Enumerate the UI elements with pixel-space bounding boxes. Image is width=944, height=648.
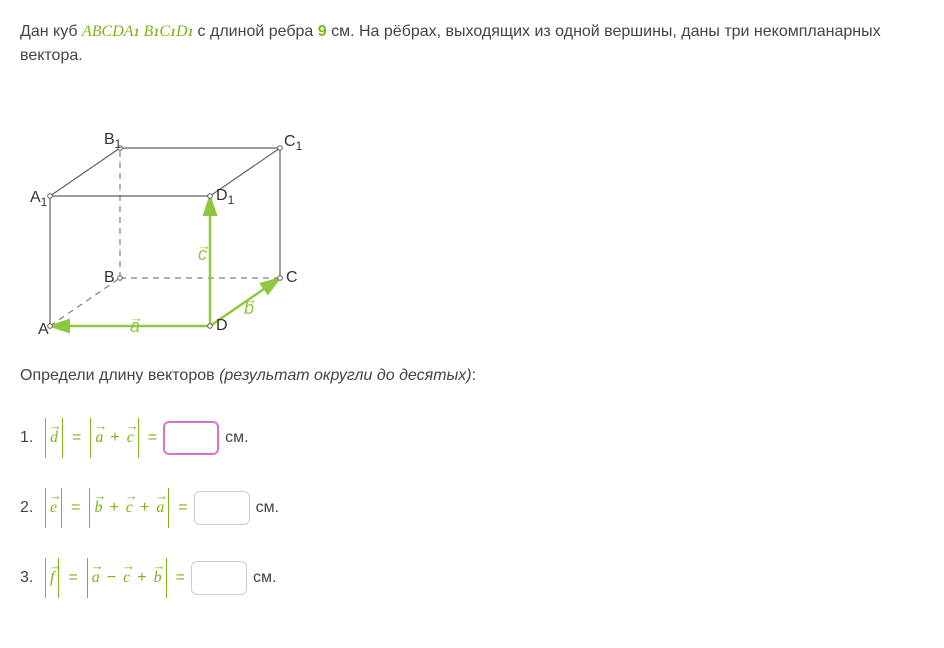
answer-input-1[interactable] [163, 421, 219, 455]
vector-b: →b [153, 566, 163, 590]
vector-c: →c [125, 496, 134, 520]
svg-text:B: B [104, 269, 115, 286]
prompt-hint: (результат округли до десятых) [219, 367, 472, 384]
vector-d: →d [49, 426, 59, 450]
svg-text:b: b [244, 298, 254, 318]
equals-sign: = [72, 426, 81, 450]
equals-sign: = [68, 566, 77, 590]
equation-row-2: 2.→e=→b+→c+→a=см. [20, 488, 924, 528]
prompt-colon: : [472, 367, 476, 384]
unit-label: см. [253, 566, 276, 590]
svg-text:C1: C1 [284, 133, 303, 153]
svg-text:c: c [198, 244, 207, 264]
vector-f: →f [49, 566, 55, 590]
operator: + [137, 566, 146, 590]
item-number: 1. [20, 426, 42, 450]
cube-name: ABCDA1 B1C1D1 [82, 23, 198, 40]
item-number: 3. [20, 566, 42, 590]
cube-diagram: ABCDA1B1C1D1→a→b→c [20, 78, 924, 346]
svg-text:a: a [130, 316, 140, 336]
unit-label: см. [256, 496, 279, 520]
answer-input-3[interactable] [191, 561, 247, 595]
edge-length: 9 [318, 23, 327, 40]
mid: с длиной ребра [198, 23, 318, 40]
svg-text:C: C [286, 269, 298, 286]
task-prompt: Определи длину векторов (результат округ… [20, 364, 924, 388]
vector-c: →c [126, 426, 135, 450]
vector-a: →a [94, 426, 104, 450]
svg-text:A: A [38, 321, 49, 338]
problem-statement: Дан куб ABCDA1 B1C1D1 с длиной ребра 9 с… [20, 20, 924, 68]
vector-c: →c [122, 566, 131, 590]
svg-text:B1: B1 [104, 131, 122, 151]
equals-sign: = [178, 496, 187, 520]
prefix: Дан куб [20, 23, 82, 40]
equation-row-3: 3. →f = →a−→c+ →b = см. [20, 558, 924, 598]
vector-a: →a [91, 566, 101, 590]
operator: − [107, 566, 116, 590]
prompt-text: Определи длину векторов [20, 367, 219, 384]
equals-sign: = [176, 566, 185, 590]
vector-a: →a [155, 496, 165, 520]
equation-row-1: 1. →d = →a+ →c = см. [20, 418, 924, 458]
operator: + [110, 426, 119, 450]
operator: + [140, 496, 149, 520]
vector-b: →b [93, 496, 103, 520]
svg-text:D1: D1 [216, 187, 235, 207]
operator: + [109, 496, 118, 520]
svg-text:A1: A1 [30, 189, 48, 209]
unit-label: см. [225, 426, 248, 450]
equals-sign: = [71, 496, 80, 520]
answer-input-2[interactable] [194, 491, 250, 525]
svg-text:D: D [216, 317, 228, 334]
vector-e: →e [49, 496, 58, 520]
equals-sign: = [148, 426, 157, 450]
item-number: 2. [20, 496, 42, 520]
